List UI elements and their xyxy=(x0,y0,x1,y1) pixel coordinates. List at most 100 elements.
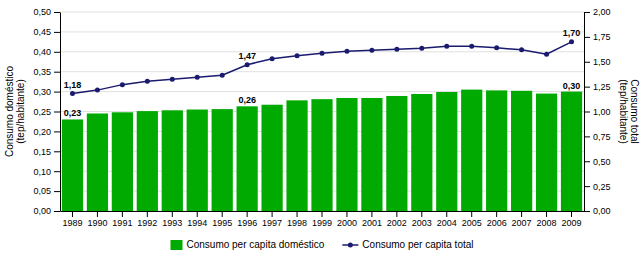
tick-mark xyxy=(222,211,223,217)
tick-label: 1,00 xyxy=(593,107,611,117)
tick-mark xyxy=(521,211,522,217)
tick-mark xyxy=(72,211,73,217)
tick-mark xyxy=(346,211,347,217)
tick-label: 0,40 xyxy=(33,47,51,57)
bar-series xyxy=(62,90,582,211)
tick: 1992 xyxy=(137,211,157,228)
tick-mark xyxy=(147,211,148,217)
legend-label: Consumo per capita doméstico xyxy=(186,239,324,250)
tick-mark xyxy=(584,87,590,88)
tick-mark xyxy=(571,211,572,217)
tick: 1994 xyxy=(187,211,207,228)
tick: 2003 xyxy=(412,211,432,228)
bar xyxy=(87,113,108,211)
tick-mark xyxy=(584,161,590,162)
tick-mark xyxy=(272,211,273,217)
marker xyxy=(245,62,250,67)
tick-mark xyxy=(396,211,397,217)
line-series xyxy=(70,39,574,96)
bar xyxy=(212,109,233,211)
chart: 1989199019911992199319941995199619971998… xyxy=(0,0,644,257)
line xyxy=(72,42,571,94)
tick-label: 2002 xyxy=(387,218,407,228)
grid xyxy=(60,12,584,211)
data-label: 0,30 xyxy=(563,81,581,91)
tick-label: 2004 xyxy=(437,218,457,228)
tick-mark xyxy=(172,211,173,217)
tick: 0,20 xyxy=(33,127,60,137)
tick: 1998 xyxy=(287,211,307,228)
bar xyxy=(486,90,507,211)
marker xyxy=(70,91,75,96)
tick-mark xyxy=(446,211,447,217)
tick-label: 1993 xyxy=(162,218,182,228)
marker xyxy=(544,52,549,57)
tick-label: 0,35 xyxy=(33,67,51,77)
legend-swatch xyxy=(170,240,182,250)
tick: 0,00 xyxy=(33,206,60,216)
tick: 0,40 xyxy=(33,47,60,57)
y2-axis: 0,000,250,500,751,001,251,501,752,00 xyxy=(584,7,611,216)
tick-mark xyxy=(584,112,590,113)
bar xyxy=(536,94,557,211)
marker xyxy=(494,45,499,50)
tick-label: 0,25 xyxy=(593,182,611,192)
marker xyxy=(419,46,424,51)
tick: 0,10 xyxy=(33,167,60,177)
tick-label: 2001 xyxy=(362,218,382,228)
marker xyxy=(394,47,399,52)
marker xyxy=(170,77,175,82)
tick-label: 0,15 xyxy=(33,147,51,157)
tick-mark xyxy=(54,211,60,212)
tick-label: 0,25 xyxy=(33,107,51,117)
tick-mark xyxy=(584,136,590,137)
tick: 1991 xyxy=(112,211,132,228)
tick-mark xyxy=(122,211,123,217)
tick: 2006 xyxy=(487,211,507,228)
tick: 1,25 xyxy=(584,82,611,92)
tick: 0,35 xyxy=(33,67,60,77)
tick-mark xyxy=(54,171,60,172)
tick-label: 1992 xyxy=(137,218,157,228)
tick-label: 2009 xyxy=(562,218,582,228)
tick-mark xyxy=(54,131,60,132)
tick: 1990 xyxy=(87,211,107,228)
value-labels: 0,230,260,301,181,471,70 xyxy=(64,28,581,119)
bar xyxy=(187,110,208,211)
marker xyxy=(145,79,150,84)
tick-mark xyxy=(584,211,590,212)
marker xyxy=(320,51,325,56)
tick: 0,15 xyxy=(33,147,60,157)
tick: 2002 xyxy=(387,211,407,228)
x-axis: 1989199019911992199319941995199619971998… xyxy=(61,211,585,228)
tick-label: 2003 xyxy=(412,218,432,228)
bar xyxy=(237,106,258,211)
tick: 2004 xyxy=(437,211,457,228)
tick: 0,45 xyxy=(33,27,60,37)
tick-mark xyxy=(297,211,298,217)
tick-label: 1997 xyxy=(262,218,282,228)
tick-label: 1989 xyxy=(62,218,82,228)
tick: 2001 xyxy=(362,211,382,228)
plot-area xyxy=(62,39,582,211)
bar xyxy=(336,98,357,211)
tick: 0,30 xyxy=(33,87,60,97)
tick-mark xyxy=(197,211,198,217)
bar xyxy=(461,90,482,211)
tick-label: 1994 xyxy=(187,218,207,228)
bar xyxy=(511,91,532,211)
legend-label: Consumo per capita total xyxy=(362,239,473,250)
grid-line xyxy=(60,31,584,32)
tick-label: 0,50 xyxy=(33,7,51,17)
tick-label: 2008 xyxy=(537,218,557,228)
bar xyxy=(162,110,183,211)
tick-label: 2005 xyxy=(462,218,482,228)
tick-label: 0,50 xyxy=(593,157,611,167)
marker xyxy=(569,39,574,44)
bar xyxy=(386,96,407,211)
tick-mark xyxy=(421,211,422,217)
tick-label: 1996 xyxy=(237,218,257,228)
tick: 2,00 xyxy=(584,7,611,17)
tick: 2007 xyxy=(512,211,532,228)
tick: 2005 xyxy=(462,211,482,228)
